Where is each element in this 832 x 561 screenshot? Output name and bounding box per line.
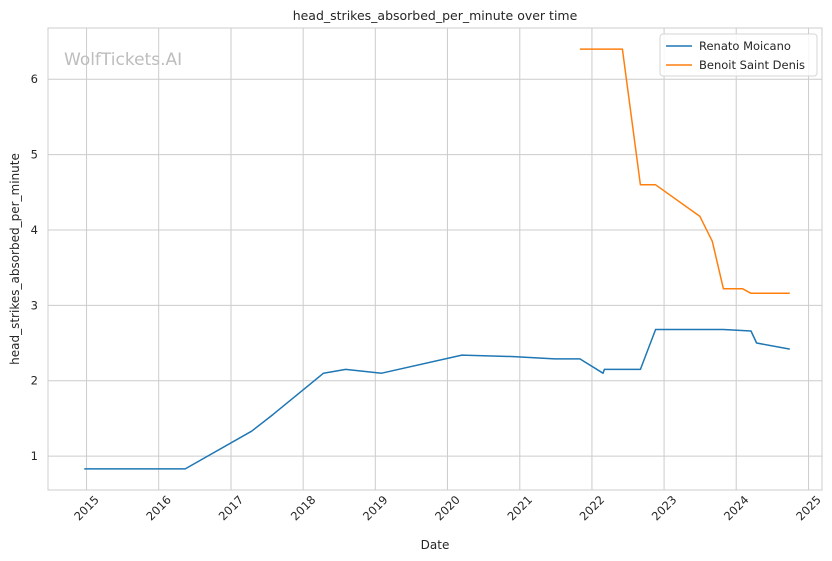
legend-box — [659, 33, 818, 77]
y-tick-labels: 1 2 3 4 5 6 — [31, 72, 38, 463]
y-tick-label: 1 — [31, 449, 38, 463]
series-line-1 — [84, 328, 790, 470]
y-tick-label: 2 — [31, 374, 38, 388]
y-tick-label: 3 — [31, 298, 38, 312]
y-tick-label: 4 — [31, 223, 38, 237]
y-tick-label: 5 — [31, 148, 38, 162]
y-tick-label: 6 — [31, 72, 38, 86]
legend-label: Benoit Saint Denis — [699, 58, 805, 72]
watermark: WolfTickets.AI — [64, 50, 182, 70]
y-axis-title: head_strikes_absorbed_per_minute — [8, 153, 22, 365]
grid — [48, 28, 822, 490]
legend: Renato Moicano Benoit Saint Denis — [659, 33, 818, 77]
chart-title: head_strikes_absorbed_per_minute over ti… — [293, 8, 578, 23]
x-axis-title: Date — [421, 538, 450, 552]
plot-frame — [47, 27, 823, 491]
series-line-2 — [579, 48, 790, 295]
series-layer — [84, 48, 790, 470]
legend-label: Renato Moicano — [699, 39, 791, 53]
